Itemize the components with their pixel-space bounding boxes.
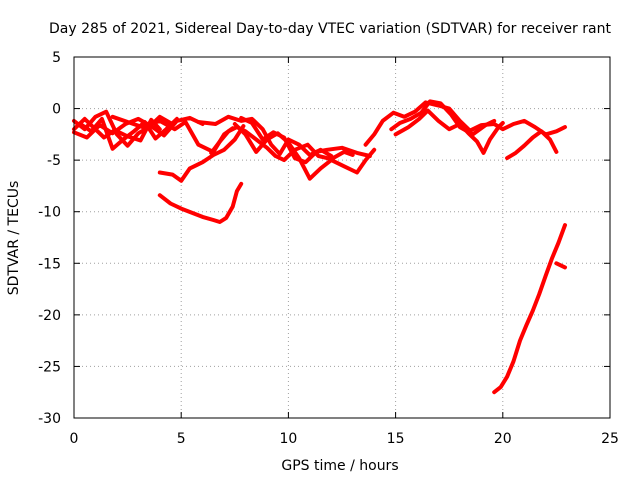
x-tick-label: 0 (70, 431, 79, 447)
y-tick-label: -10 (38, 205, 61, 221)
x-axis-label: GPS time / hours (281, 458, 398, 474)
series-group (72, 99, 567, 395)
series-line-sat-r (554, 261, 567, 270)
x-tick-label: 25 (601, 431, 619, 447)
x-tick-label: 10 (279, 431, 297, 447)
y-tick-label: -25 (38, 359, 61, 375)
series-line-sat-h (196, 114, 334, 158)
series-line-sat-o (466, 118, 567, 137)
plot-frame (73, 56, 611, 419)
series-line-sat-n (393, 108, 505, 155)
y-tick-label: -15 (38, 256, 61, 272)
chart-title: Day 285 of 2021, Sidereal Day-to-day VTE… (49, 21, 611, 37)
y-tick-label: 0 (52, 102, 61, 118)
y-tick-label: -30 (38, 411, 61, 427)
series-line-sat-f (157, 124, 246, 183)
series-line-sat-g (157, 181, 244, 224)
series-line-sat-k (209, 125, 355, 163)
series-line-sat-m (389, 99, 497, 137)
chart-title-group: Day 285 of 2021, Sidereal Day-to-day VTE… (49, 21, 611, 37)
series-line-sat-l (363, 100, 473, 147)
y-axis-label: SDTVAR / TECUs (6, 181, 22, 296)
x-tick-label: 20 (494, 431, 512, 447)
axis-ticks: 0 5 10 15 20 25 -30 -25 -20 -15 -10 -5 0 5 (38, 50, 619, 447)
x-tick-label: 15 (387, 431, 405, 447)
x-tick-label: 5 (177, 431, 186, 447)
y-tick-label: -20 (38, 308, 61, 324)
series-line-sat-p (505, 129, 559, 161)
series-line-sat-j (232, 122, 377, 181)
y-tick-label: -5 (47, 153, 61, 169)
series-line-sat-d (78, 116, 179, 151)
grid-lines (74, 57, 610, 418)
series-line-sat-q (492, 223, 567, 395)
y-tick-label: 5 (52, 50, 61, 66)
